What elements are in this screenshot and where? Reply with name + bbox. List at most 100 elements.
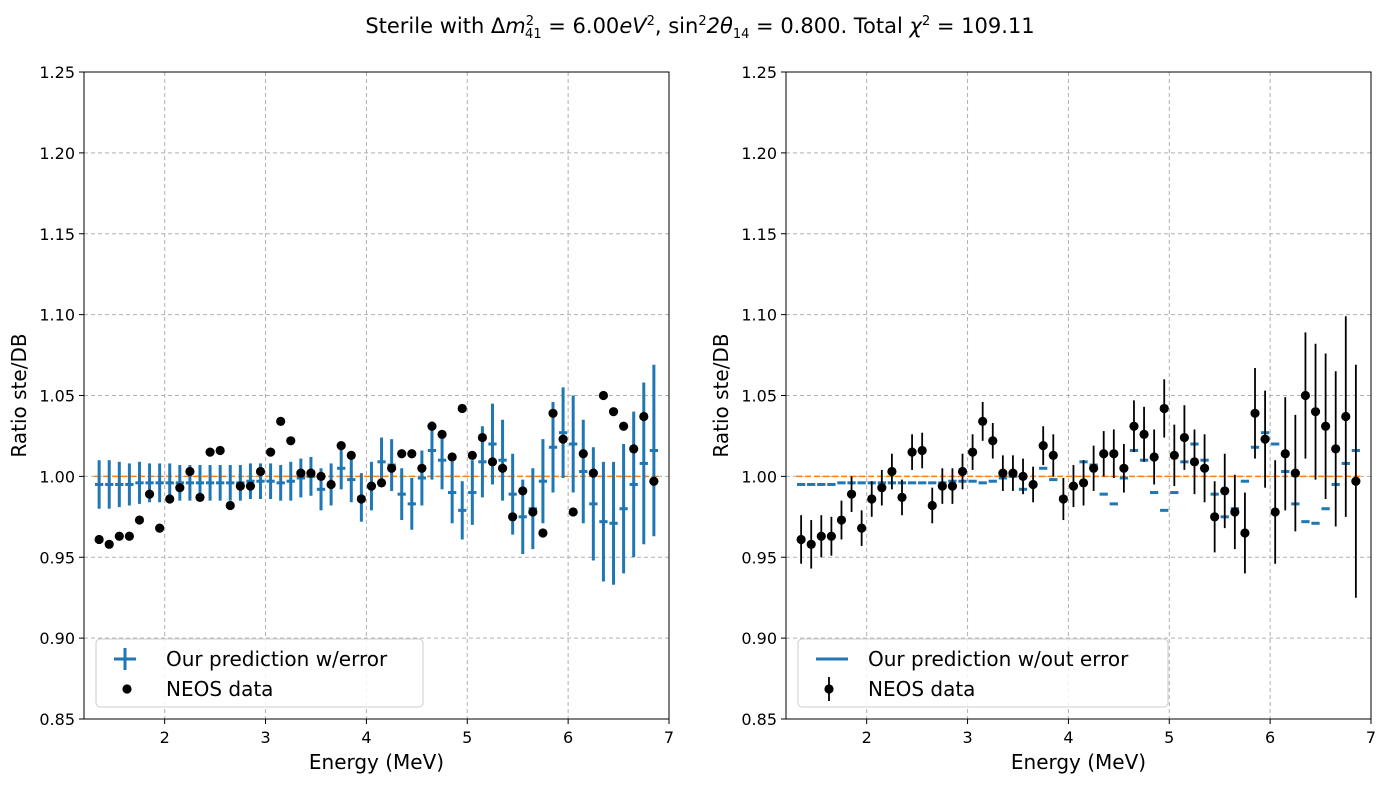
y-tick-label: 1.20 xyxy=(741,144,777,163)
neos-data-point xyxy=(608,407,619,417)
y-tick-label: 0.85 xyxy=(741,710,777,729)
x-tick-label: 7 xyxy=(664,728,674,747)
neos-data-point xyxy=(316,471,326,481)
neos-data-point xyxy=(538,528,548,538)
legend-label-neos: NEOS data xyxy=(166,677,273,701)
neos-data-point xyxy=(397,449,407,459)
figure-title: Sterile with Δm241 = 6.00eV2, sin22θ14 =… xyxy=(0,14,1400,42)
neos-data-point xyxy=(1038,441,1048,451)
x-tick-label: 2 xyxy=(862,728,872,747)
neos-data-point xyxy=(1270,507,1280,517)
x-tick-label: 3 xyxy=(260,728,270,747)
neos-data-point xyxy=(1008,468,1018,478)
title-part: 2 xyxy=(525,14,535,29)
neos-data-point xyxy=(245,481,256,491)
neos-data-point xyxy=(1028,479,1038,490)
neos-data-point xyxy=(978,416,988,426)
y-tick-label: 1.25 xyxy=(741,63,777,82)
y-tick-label: 1.05 xyxy=(39,387,75,406)
neos-data-point xyxy=(1018,471,1028,481)
x-tick-label: 5 xyxy=(462,728,472,747)
title-part: = 6.00 xyxy=(541,14,620,38)
neos-data-point xyxy=(967,447,978,457)
legend: Our prediction w/error NEOS data xyxy=(95,638,424,708)
neos-data-point xyxy=(175,483,185,493)
neos-data-point xyxy=(1058,494,1068,504)
neos-data-point xyxy=(649,476,659,486)
neos-data-point xyxy=(897,492,907,503)
neos-data-point xyxy=(816,531,826,541)
y-tick-label: 0.90 xyxy=(741,629,777,648)
neos-data-point xyxy=(528,507,538,517)
y-axis-label: Ratio ste/DB xyxy=(7,333,31,457)
neos-data-point xyxy=(1189,457,1200,467)
legend-label-prediction: Our prediction w/error xyxy=(166,647,388,671)
neos-data-point xyxy=(185,466,195,477)
neos-data-point xyxy=(558,434,568,444)
y-tick-label: 1.20 xyxy=(39,144,75,163)
title-part: m xyxy=(505,14,526,38)
neos-data-point xyxy=(1068,481,1079,491)
x-tick-label: 6 xyxy=(1265,728,1275,747)
title-part: = 109.11 xyxy=(930,14,1035,38)
x-tick-label: 5 xyxy=(1164,728,1174,747)
y-tick-label: 1.15 xyxy=(741,225,777,244)
neos-data-point xyxy=(518,486,528,496)
neos-data-point xyxy=(487,457,498,467)
neos-data-point xyxy=(598,390,609,401)
neos-data-point xyxy=(836,515,847,525)
neos-data-point xyxy=(826,531,836,541)
neos-data-point xyxy=(346,450,356,460)
y-tick-label: 1.00 xyxy=(39,467,75,486)
neos-data-point xyxy=(867,494,877,504)
neos-data-point xyxy=(387,463,397,473)
legend-label-prediction: Our prediction w/out error xyxy=(868,647,1129,671)
legend-box xyxy=(797,638,1169,708)
legend-swatch-neos xyxy=(122,684,132,694)
neos-data-point xyxy=(1321,421,1331,431)
title-part: Sterile with Δ xyxy=(365,14,506,38)
neos-data-point xyxy=(457,403,467,414)
neos-data-point xyxy=(1169,450,1179,460)
neos-data-point xyxy=(376,478,387,488)
neos-data-point xyxy=(1109,449,1119,459)
neos-data-point xyxy=(427,421,437,431)
y-tick-label: 0.95 xyxy=(741,548,777,567)
neos-data-point xyxy=(927,500,937,511)
y-tick-label: 1.25 xyxy=(39,63,75,82)
neos-data-point xyxy=(235,481,245,491)
neos-data-point xyxy=(1048,450,1058,460)
neos-data-point xyxy=(124,531,134,541)
neos-data-point xyxy=(1119,463,1129,473)
title-part: 14 xyxy=(732,27,750,43)
neos-data-point xyxy=(356,494,366,504)
title-part: , sin xyxy=(654,14,699,38)
neos-data-point xyxy=(497,463,508,473)
title-part: 2 xyxy=(921,14,931,29)
neos-data-point xyxy=(846,489,857,499)
neos-data-point xyxy=(1310,407,1321,417)
neos-data-point xyxy=(477,432,488,443)
neos-data-point xyxy=(1199,463,1210,473)
neos-data-point xyxy=(336,441,346,451)
neos-data-point xyxy=(144,489,155,499)
neos-data-point xyxy=(165,494,175,504)
title-part: 2 xyxy=(646,14,655,29)
neos-data-point xyxy=(296,468,306,478)
neos-data-point xyxy=(1230,507,1240,517)
x-tick-label: 4 xyxy=(1063,728,1073,747)
neos-data-point xyxy=(1240,528,1250,538)
neos-data-point xyxy=(265,447,276,457)
chart-panel-left: 2 3 4 5 6 7 0.85 0.90 0.95 1.00 1.05 1.10 1.15 1.20 1.… xyxy=(7,63,674,774)
neos-data-point xyxy=(276,416,286,426)
title-part: eV xyxy=(619,14,647,38)
neos-data-point xyxy=(1159,403,1169,414)
y-axis-label: Ratio ste/DB xyxy=(709,333,733,457)
neos-data-point xyxy=(205,447,215,457)
neos-data-point xyxy=(1149,452,1159,462)
neos-data-point xyxy=(195,492,205,503)
neos-data-point xyxy=(1089,463,1099,473)
neos-data-point xyxy=(255,466,266,477)
x-tick-label: 4 xyxy=(361,728,371,747)
